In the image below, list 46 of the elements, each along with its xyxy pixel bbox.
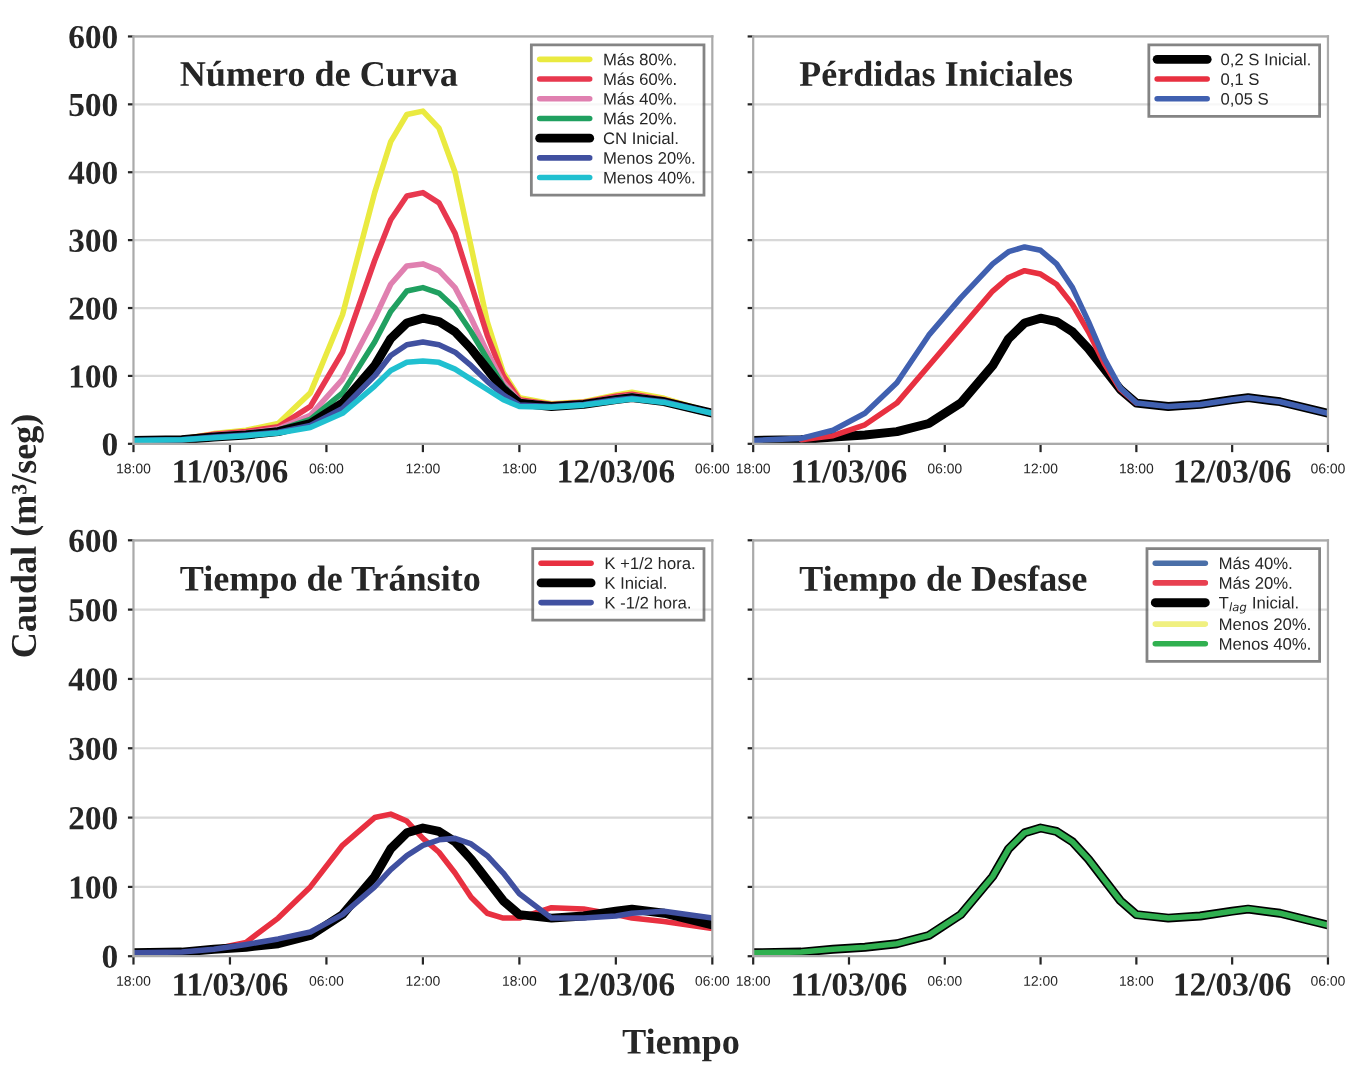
legend-label: 0,1 S xyxy=(1221,73,1259,88)
y-axis-title: Caudal (m³/seg) xyxy=(10,415,44,657)
text: 12/03/06 xyxy=(1175,460,1291,483)
text: 11/03/06 xyxy=(793,973,907,996)
y-tick-label: 0 xyxy=(102,945,117,969)
text: 12/03/06 xyxy=(559,973,675,996)
y-tick-label: 400 xyxy=(68,668,117,691)
y-tick-label: 200 xyxy=(69,806,117,830)
text: 11/03/06 xyxy=(174,460,288,483)
legend-label: CN Inicial. xyxy=(603,131,678,145)
legend-label: Más 40%. xyxy=(604,92,676,105)
legend-label: 0,2 S Inicial. xyxy=(1221,53,1310,68)
y-tick-label: 100 xyxy=(70,876,117,899)
legend-label: Menos 20%. xyxy=(1220,618,1310,631)
legend-label: K -1/2 hora. xyxy=(605,596,690,609)
legend-label: 0,05 S xyxy=(1221,92,1268,107)
legend-label: Más 40%. xyxy=(1220,556,1292,570)
y-tick-label: 500 xyxy=(69,93,117,117)
legend-label: Más 20%. xyxy=(1220,576,1292,589)
legend-label: Menos 40%. xyxy=(1220,638,1310,650)
text: Pérdidas Iniciales xyxy=(799,60,1073,87)
legend-label: Menos 20%. xyxy=(604,152,695,164)
text: Tiempo de Tránsito xyxy=(180,565,480,599)
text: 11/03/06 xyxy=(174,973,288,996)
legend-label: K +1/2 hora. xyxy=(605,556,695,570)
y-tick-label: 600 xyxy=(69,25,117,49)
legend-label: Más 20%. xyxy=(604,112,676,125)
legend-label: K Inicial. xyxy=(605,576,666,589)
legend-label: Menos 40%. xyxy=(604,171,695,184)
y-tick-label: 100 xyxy=(70,365,117,388)
text: 12/03/06 xyxy=(1175,973,1291,996)
y-tick-label: 300 xyxy=(69,229,117,253)
y-tick-label: 400 xyxy=(68,161,117,185)
legend-label: Más 80%. xyxy=(604,52,676,66)
y-tick-label: 300 xyxy=(69,737,117,761)
text: 12/03/06 xyxy=(559,460,675,483)
text: 11/03/06 xyxy=(793,460,907,483)
legend-label: T$_{lag}$ Inicial. xyxy=(1219,596,1298,614)
y-tick-label: 200 xyxy=(69,297,117,320)
y-tick-label: 0 xyxy=(102,433,117,456)
y-tick-label: 500 xyxy=(69,599,117,622)
legend-label: Más 60%. xyxy=(604,72,676,86)
y-tick-label: 600 xyxy=(69,529,117,553)
text: Tiempo de Desfase xyxy=(799,565,1087,599)
text: Número de Curva xyxy=(180,60,458,87)
x-axis-title: Tiempo xyxy=(622,1028,739,1062)
